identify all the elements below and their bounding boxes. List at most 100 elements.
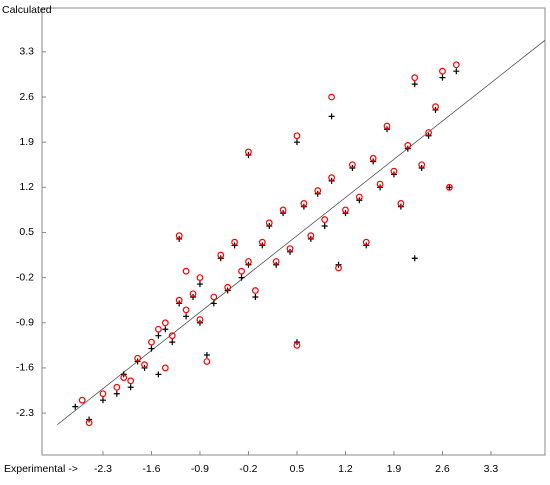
plus-marker (453, 68, 460, 75)
y-tick-label: -1.6 (16, 362, 34, 374)
circle-marker (245, 148, 252, 156)
x-tick-label: -1.6 (142, 463, 160, 475)
circle-marker (134, 354, 142, 362)
circle-marker (425, 129, 433, 136)
y-axis-label: Calculated (2, 4, 52, 16)
circle-marker (113, 383, 121, 391)
circle-marker (293, 132, 301, 140)
plus-marker (411, 255, 418, 262)
circle-marker (168, 332, 176, 340)
circle-marker (362, 238, 370, 246)
circle-marker (265, 219, 273, 227)
x-tick-label: 1.9 (387, 463, 402, 475)
x-axis-label: Experimental -> (4, 463, 78, 475)
circle-marker (321, 216, 329, 223)
circle-marker (418, 161, 426, 169)
circle-marker (286, 245, 294, 252)
circle-marker (182, 267, 190, 275)
circle-marker (78, 396, 86, 404)
plus-marker (210, 300, 217, 307)
circle-marker (404, 141, 412, 149)
circle-marker (175, 296, 183, 304)
circle-marker (141, 361, 148, 369)
circle-marker (355, 193, 363, 201)
plus-marker (183, 313, 190, 320)
circle-marker (161, 364, 169, 372)
x-tick-label: 3.3 (484, 463, 499, 475)
x-tick-label: -0.9 (191, 463, 209, 475)
circle-marker (245, 258, 252, 265)
circle-marker (328, 174, 336, 182)
circle-marker (293, 341, 301, 349)
plus-marker (148, 345, 155, 352)
y-tick-label: 3.3 (19, 46, 34, 58)
circle-marker (182, 306, 190, 314)
plus-marker (203, 352, 210, 359)
circle-marker (397, 200, 405, 207)
circle-marker (383, 122, 391, 130)
circle-marker (99, 390, 107, 398)
x-tick-label: 0.5 (290, 463, 305, 475)
x-tick-label: -0.2 (239, 463, 257, 475)
plus-marker (72, 403, 79, 410)
x-tick-label: 1.2 (338, 463, 353, 475)
circle-marker (432, 103, 439, 111)
circle-marker (161, 319, 169, 327)
circle-marker (439, 67, 446, 75)
x-tick-label: 2.6 (435, 463, 450, 475)
circle-marker (258, 238, 266, 246)
circle-marker (196, 274, 204, 282)
circle-marker (189, 290, 197, 298)
circle-marker (210, 293, 218, 301)
y-tick-label: -2.3 (16, 407, 34, 419)
circle-marker (300, 200, 308, 207)
plus-marker (155, 332, 162, 339)
plus-marker (162, 326, 169, 333)
circle-marker (127, 377, 135, 385)
circle-marker (203, 358, 211, 365)
circle-marker (348, 161, 356, 169)
circle-marker (452, 61, 460, 69)
circle-marker (445, 183, 453, 191)
circle-marker (272, 258, 280, 265)
plus-marker (321, 223, 328, 230)
circle-marker (175, 232, 183, 240)
circle-marker (376, 180, 384, 188)
circle-marker (307, 232, 315, 240)
plus-marker (99, 397, 106, 404)
circle-marker (148, 338, 155, 346)
plus-marker (169, 339, 176, 346)
plus-marker (238, 274, 245, 281)
circle-marker (224, 283, 232, 291)
circle-marker (328, 93, 336, 101)
y-tick-label: 1.2 (19, 181, 34, 193)
circle-marker (217, 251, 225, 259)
y-tick-label: -0.9 (16, 317, 34, 329)
circle-marker (238, 267, 245, 275)
plus-marker (196, 281, 203, 288)
plus-marker (328, 113, 335, 120)
circle-marker (251, 287, 259, 294)
circle-marker (231, 238, 239, 246)
circle-marker (279, 206, 287, 214)
circle-marker (85, 419, 93, 427)
plot-frame (41, 7, 546, 456)
plus-marker (113, 390, 120, 397)
plus-marker (252, 293, 259, 300)
circle-marker (314, 187, 322, 194)
plus-marker (439, 74, 446, 81)
circle-marker (369, 154, 377, 162)
y-tick-label: 0.5 (19, 226, 34, 238)
circle-marker (342, 206, 349, 214)
circle-marker (120, 374, 128, 381)
plus-marker (127, 384, 134, 391)
circle-marker (335, 264, 342, 272)
x-tick-label: -2.3 (94, 463, 112, 475)
circle-marker (154, 325, 162, 333)
circle-marker (390, 167, 398, 175)
circle-marker (411, 74, 419, 82)
plus-marker (411, 81, 418, 88)
circle-marker (196, 316, 204, 323)
